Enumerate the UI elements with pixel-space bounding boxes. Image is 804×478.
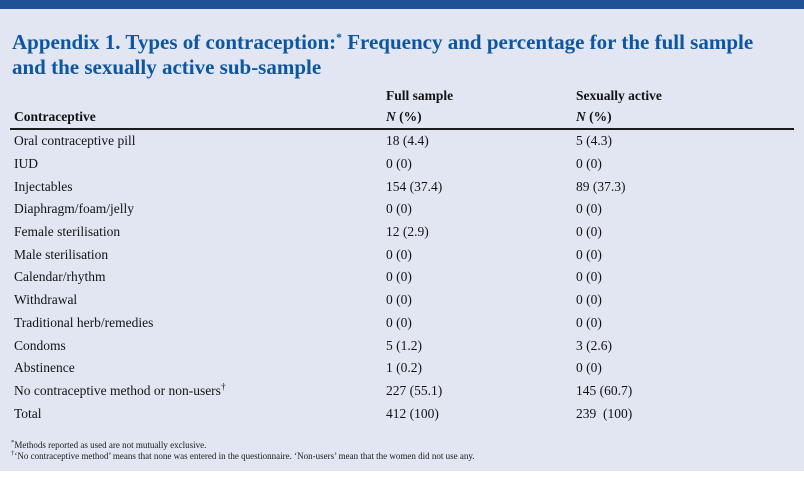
table-row-total: Total 412 (100) 239 (100) — [10, 402, 794, 425]
column-subheader-n-pct-full: N (%) — [386, 104, 576, 130]
row-label-text: Abstinence — [14, 360, 75, 376]
table-row: No contraceptive method or non-users† 22… — [10, 380, 794, 403]
footnote-asterisk: *Methods reported as used are not mutual… — [11, 438, 794, 452]
table-row: Injectables 154 (37.4) 89 (37.3) — [10, 175, 794, 198]
table-row: Calendar/rhythm 0 (0) 0 (0) — [10, 266, 794, 289]
row-label: Withdrawal — [10, 289, 386, 312]
row-label: Calendar/rhythm — [10, 266, 386, 289]
footnote-marker: † — [11, 450, 15, 458]
full-sample-value: 1 (0.2) — [386, 360, 422, 376]
column-header-sexually-active: Sexually active — [576, 88, 662, 103]
footnote-dagger: †‘No contraceptive method’ means that no… — [11, 451, 794, 463]
row-label-text: Total — [14, 405, 42, 421]
footnote-text: Methods reported as used are not mutuall… — [14, 439, 207, 450]
table-row: IUD 0 (0) 0 (0) — [10, 153, 794, 176]
row-label: No contraceptive method or non-users† — [10, 380, 386, 403]
row-label: Injectables — [10, 175, 386, 198]
contraception-frequency-table: Full sample Sexually active Contraceptiv… — [10, 84, 794, 425]
header-group-row: Full sample Sexually active — [10, 84, 794, 104]
top-accent-bar — [0, 0, 804, 9]
sexually-active-value: 0 (0) — [576, 314, 602, 330]
sexually-active-value: 3 (2.6) — [576, 337, 612, 353]
title-text: Appendix 1. Types of contraception: — [12, 30, 337, 54]
full-sample-value: 0 (0) — [386, 269, 412, 285]
sexually-active-value: 0 (0) — [576, 292, 602, 308]
full-sample-value: 0 (0) — [386, 156, 412, 172]
sexually-active-value: 239 (100) — [576, 405, 633, 421]
sexually-active-value: 0 (0) — [576, 201, 602, 217]
footnote-text: ‘No contraceptive method’ means that non… — [14, 451, 475, 462]
sexually-active-value: 0 (0) — [576, 156, 602, 172]
row-label-text: No contraceptive method or non-users — [14, 382, 221, 398]
row-label-text: Traditional herb/remedies — [14, 314, 154, 330]
title-footnote-marker: * — [336, 32, 342, 44]
full-sample-value: 5 (1.2) — [386, 337, 422, 353]
full-sample-value: 0 (0) — [386, 314, 412, 330]
n-italic: N — [576, 109, 586, 124]
full-sample-value: 18 (4.4) — [386, 133, 429, 149]
pct-label: (%) — [399, 109, 422, 124]
table-row: Withdrawal 0 (0) 0 (0) — [10, 289, 794, 312]
table-row: Female sterilisation 12 (2.9) 0 (0) — [10, 221, 794, 244]
sexually-active-value: 0 (0) — [576, 246, 602, 262]
header-sub-row: Contraceptive N (%) N (%) — [10, 104, 794, 130]
sexually-active-value: 0 (0) — [576, 269, 602, 285]
row-label: Traditional herb/remedies — [10, 312, 386, 335]
table-row: Traditional herb/remedies 0 (0) 0 (0) — [10, 312, 794, 335]
full-sample-value: 227 (55.1) — [386, 382, 443, 398]
sexually-active-value: 5 (4.3) — [576, 133, 612, 149]
row-label: IUD — [10, 153, 386, 176]
row-label: Condoms — [10, 334, 386, 357]
column-header-full-sample: Full sample — [386, 88, 454, 103]
table-row: Male sterilisation 0 (0) 0 (0) — [10, 243, 794, 266]
row-label: Female sterilisation — [10, 221, 386, 244]
sexually-active-value: 0 (0) — [576, 224, 602, 240]
row-label-text: IUD — [14, 156, 38, 172]
full-sample-value: 154 (37.4) — [386, 178, 443, 194]
row-label: Diaphragm/foam/jelly — [10, 198, 386, 221]
full-sample-value: 12 (2.9) — [386, 224, 429, 240]
row-label-text: Male sterilisation — [14, 246, 109, 262]
row-label-text: Female sterilisation — [14, 224, 121, 240]
sexually-active-value: 145 (60.7) — [576, 382, 633, 398]
full-sample-value: 0 (0) — [386, 292, 412, 308]
row-label-text: Injectables — [14, 178, 73, 194]
row-label: Total — [10, 402, 386, 425]
row-label: Oral contraceptive pill — [10, 129, 386, 153]
header-spacer — [10, 84, 386, 104]
row-label: Male sterilisation — [10, 243, 386, 266]
table-row: Diaphragm/foam/jelly 0 (0) 0 (0) — [10, 198, 794, 221]
row-label-text: Calendar/rhythm — [14, 269, 106, 285]
sexually-active-value: 89 (37.3) — [576, 178, 626, 194]
footnote-marker: * — [11, 438, 15, 446]
table-row: Abstinence 1 (0.2) 0 (0) — [10, 357, 794, 380]
sexually-active-value: 0 (0) — [576, 360, 602, 376]
footnotes: *Methods reported as used are not mutual… — [10, 438, 794, 463]
n-italic: N — [386, 109, 396, 124]
column-header-contraceptive: Contraceptive — [10, 104, 386, 130]
row-label-text: Diaphragm/foam/jelly — [14, 201, 134, 217]
pct-label: (%) — [589, 109, 612, 124]
table-row: Condoms 5 (1.2) 3 (2.6) — [10, 334, 794, 357]
row-footnote-marker: † — [220, 382, 226, 393]
row-label-text: Oral contraceptive pill — [14, 133, 136, 149]
table-row: Oral contraceptive pill 18 (4.4) 5 (4.3) — [10, 129, 794, 153]
row-label-text: Withdrawal — [14, 292, 78, 308]
row-label: Abstinence — [10, 357, 386, 380]
column-subheader-n-pct-active: N (%) — [576, 104, 794, 130]
full-sample-value: 412 (100) — [386, 405, 439, 421]
table-title: Appendix 1. Types of contraception:* Fre… — [12, 30, 790, 80]
table-panel: Appendix 1. Types of contraception:* Fre… — [0, 9, 804, 471]
full-sample-value: 0 (0) — [386, 246, 412, 262]
full-sample-value: 0 (0) — [386, 201, 412, 217]
title-text-continued: Frequency and percentage for the full sa… — [12, 30, 754, 79]
row-label-text: Condoms — [14, 337, 66, 353]
